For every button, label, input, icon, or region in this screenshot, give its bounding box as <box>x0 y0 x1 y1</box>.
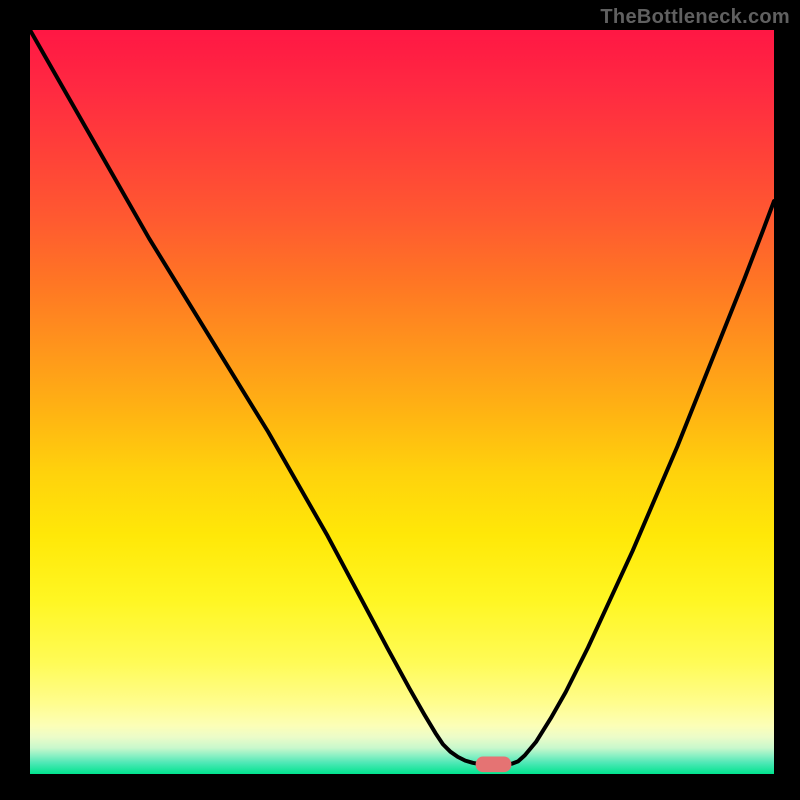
optimum-marker <box>476 757 512 773</box>
plot-background <box>30 30 774 774</box>
watermark-text: TheBottleneck.com <box>600 6 790 29</box>
bottleneck-chart <box>0 0 800 800</box>
chart-container: { "watermark": { "text": "TheBottleneck.… <box>0 0 800 800</box>
